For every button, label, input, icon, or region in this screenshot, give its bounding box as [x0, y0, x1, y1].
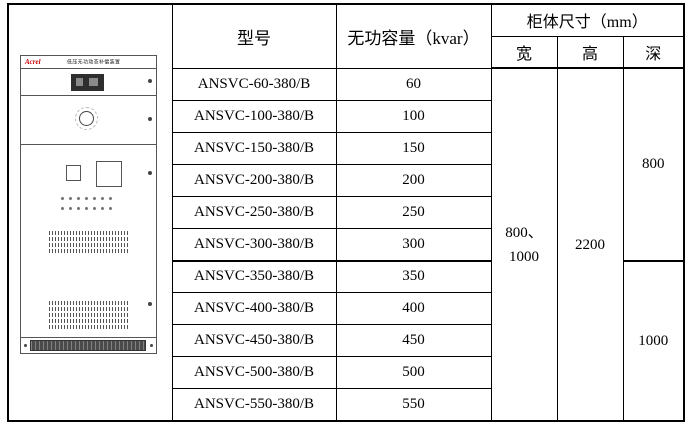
col-header-capacity: 无功容量（kvar） — [335, 3, 492, 69]
spec-table: Acrel 低压无功动态补偿装置 — [7, 3, 686, 422]
table-row: ANSVC-400-380/B 400 — [8, 292, 684, 326]
capacity-cell: 300 — [335, 227, 492, 262]
model-cell: ANSVC-250-380/B — [171, 195, 337, 229]
product-image-cell: Acrel 低压无功动态补偿装置 — [7, 3, 173, 422]
knob-icon — [75, 107, 98, 130]
knob-panel — [21, 96, 156, 145]
controller-display — [71, 74, 104, 91]
model-cell: ANSVC-350-380/B — [171, 259, 337, 294]
cabinet-drawing: Acrel 低压无功动态补偿装置 — [20, 55, 157, 354]
screw-icon — [150, 344, 153, 347]
indicator-window-small — [66, 165, 81, 181]
led-grid — [60, 196, 117, 216]
header-row-2: 宽 高 深 — [8, 35, 685, 70]
capacity-cell: 450 — [335, 324, 492, 358]
indicator-window-large — [96, 161, 122, 187]
model-cell: ANSVC-150-380/B — [171, 131, 337, 165]
screw-icon — [24, 344, 27, 347]
vent-grille-bottom — [49, 299, 129, 329]
model-cell: ANSVC-450-380/B — [171, 324, 337, 358]
capacity-cell: 350 — [335, 259, 492, 294]
table-row: ANSVC-150-380/B 150 — [8, 131, 684, 165]
table-row: ANSVC-450-380/B 450 — [8, 324, 684, 358]
bottom-grille — [30, 340, 146, 351]
model-cell: ANSVC-300-380/B — [171, 227, 337, 262]
table-row: ANSVC-250-380/B 250 — [8, 195, 684, 229]
cabinet-door — [21, 145, 156, 338]
cabinet-header-strip: Acrel 低压无功动态补偿装置 — [21, 56, 156, 69]
screw-icon — [148, 171, 152, 175]
table-row: ANSVC-550-380/B 550 — [8, 388, 684, 422]
col-header-cabinet-size: 柜体尺寸（mm） — [490, 3, 685, 37]
depth-cell-top: 800 — [622, 67, 685, 262]
vent-grille-top — [49, 229, 129, 253]
width-value-line1: 800、 — [505, 224, 543, 241]
table-row: ANSVC-60-380/B 60 800、 1000 2200 800 — [8, 67, 685, 422]
capacity-cell: 100 — [335, 99, 492, 133]
table-row: ANSVC-350-380/B 350 1000 — [8, 259, 685, 422]
model-cell: ANSVC-60-380/B — [171, 67, 337, 101]
col-header-model: 型号 — [171, 3, 337, 69]
cabinet-base — [21, 338, 156, 353]
width-cell: 800、 1000 — [490, 67, 558, 422]
width-value-line2: 1000 — [509, 248, 539, 265]
capacity-cell: 250 — [335, 195, 492, 229]
model-cell: ANSVC-550-380/B — [171, 388, 337, 422]
model-cell: ANSVC-200-380/B — [171, 163, 337, 197]
screw-icon — [148, 79, 152, 83]
depth-cell-bottom: 1000 — [622, 259, 685, 422]
capacity-cell: 200 — [335, 163, 492, 197]
capacity-cell: 550 — [335, 388, 492, 422]
acrel-logo: Acrel — [25, 58, 41, 66]
header-row-1: Acrel 低压无功动态补偿装置 — [7, 3, 685, 422]
col-header-depth: 深 — [622, 35, 685, 70]
screw-icon — [148, 302, 152, 306]
col-header-width: 宽 — [490, 35, 558, 70]
col-header-height: 高 — [556, 35, 624, 70]
model-cell: ANSVC-100-380/B — [171, 99, 337, 133]
capacity-cell: 500 — [335, 356, 492, 390]
controller-panel — [21, 69, 156, 96]
model-cell: ANSVC-500-380/B — [171, 356, 337, 390]
height-cell: 2200 — [556, 67, 624, 422]
capacity-cell: 60 — [335, 67, 492, 101]
capacity-cell: 150 — [335, 131, 492, 165]
screw-icon — [148, 117, 152, 121]
capacity-cell: 400 — [335, 292, 492, 326]
model-cell: ANSVC-400-380/B — [171, 292, 337, 326]
device-title-label: 低压无功动态补偿装置 — [67, 60, 121, 65]
